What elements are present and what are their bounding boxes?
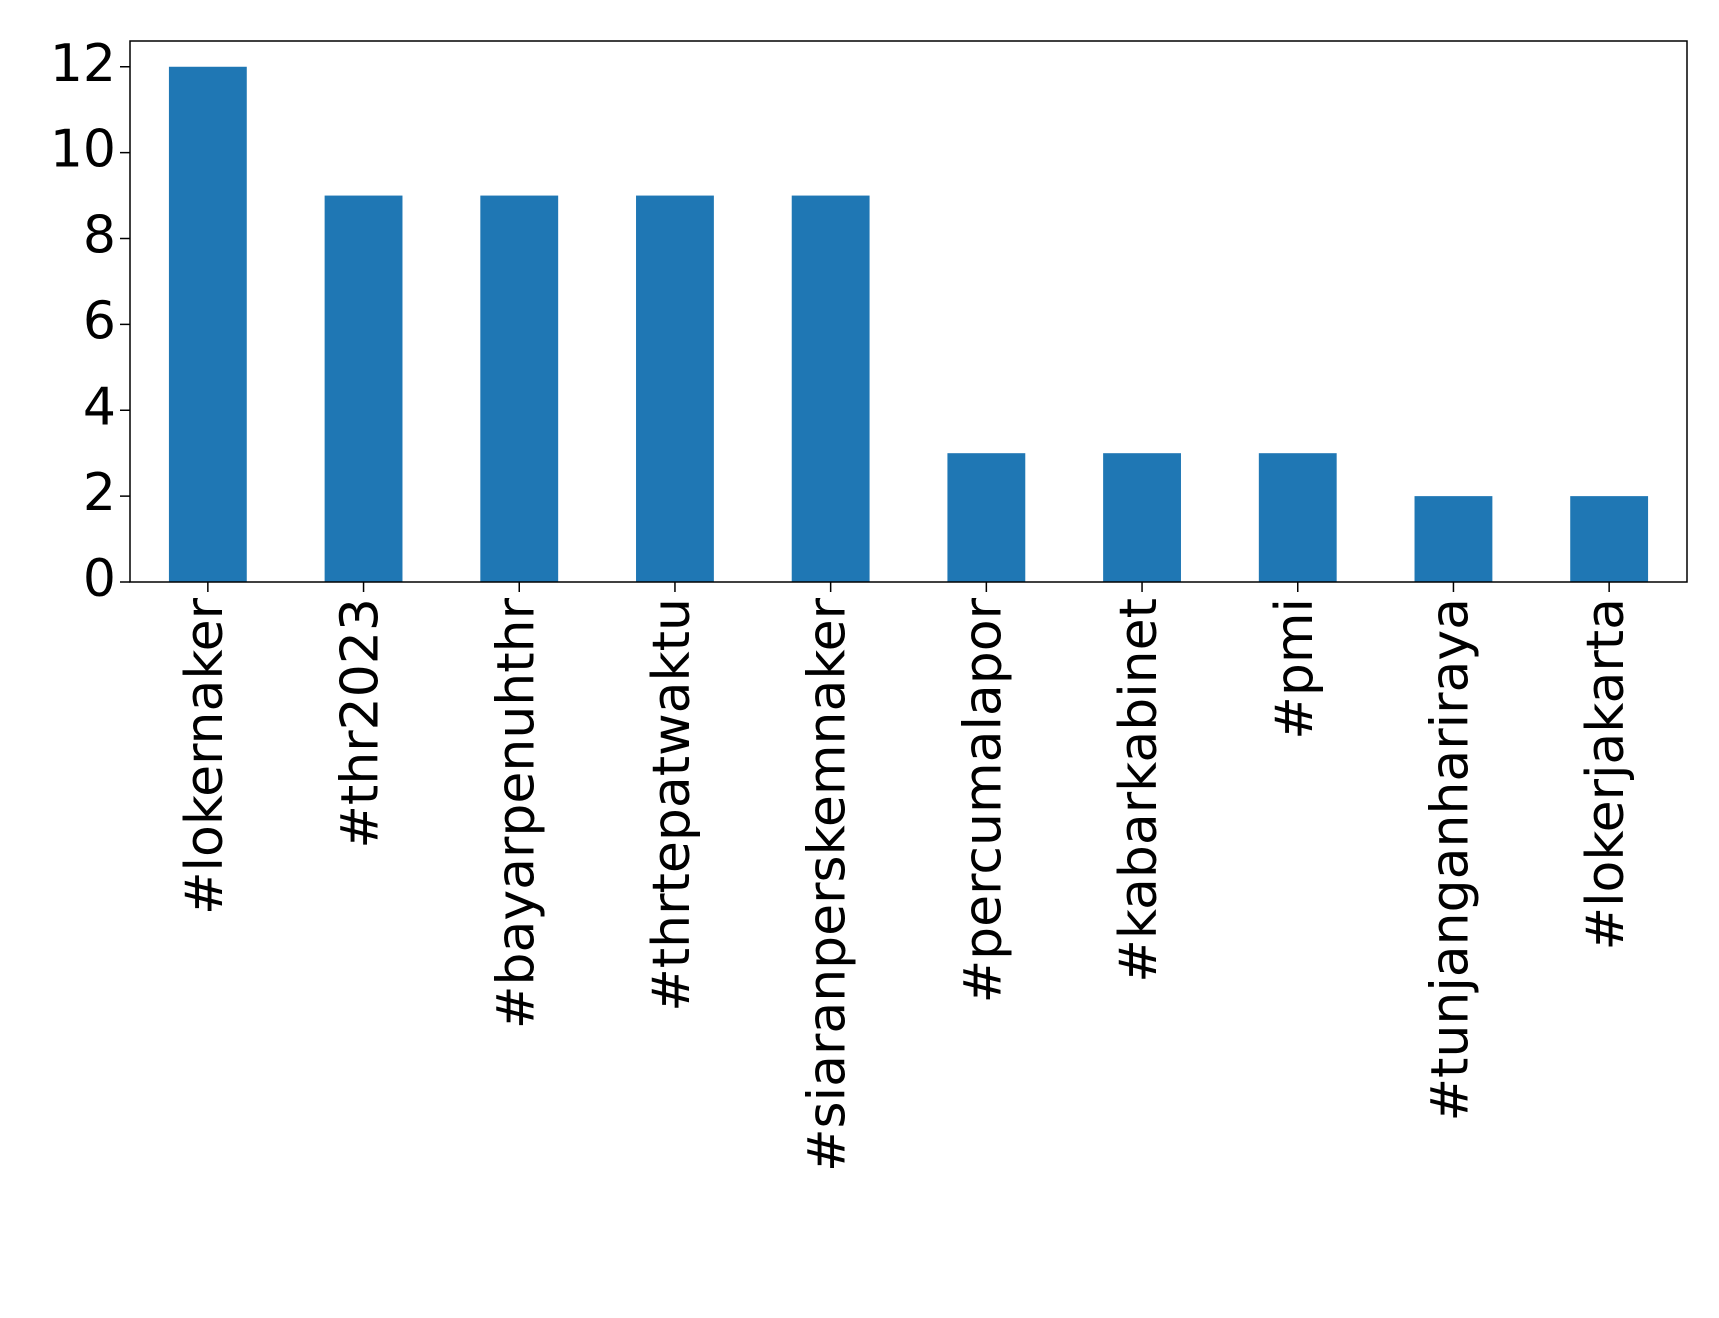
bar bbox=[324, 195, 403, 583]
x-tick-label: #lokerjakarta bbox=[1576, 598, 1636, 950]
x-tick-label: #thrtepatwaktu bbox=[642, 598, 702, 1012]
x-tick-label: #tunjanganhariraya bbox=[1420, 598, 1480, 1122]
bar bbox=[1103, 453, 1181, 582]
x-tick-label: #thr2023 bbox=[331, 598, 391, 849]
x-tick-label: #percumalapor bbox=[953, 597, 1013, 1003]
y-tick-label: 10 bbox=[50, 120, 116, 180]
x-tick-label: #pmi bbox=[1265, 598, 1325, 740]
y-tick-label: 8 bbox=[83, 206, 116, 266]
bar bbox=[1414, 496, 1493, 582]
y-tick-label: 4 bbox=[83, 377, 116, 437]
x-tick-label: #lokernaker bbox=[175, 597, 235, 915]
bar bbox=[947, 453, 1026, 582]
bar bbox=[1570, 496, 1649, 582]
y-tick-label: 12 bbox=[50, 34, 116, 94]
bar bbox=[168, 66, 247, 582]
y-tick-label: 2 bbox=[83, 463, 116, 523]
bar bbox=[480, 195, 559, 583]
bar bbox=[636, 195, 714, 583]
bar bbox=[791, 195, 870, 583]
bar bbox=[1258, 453, 1337, 582]
plot-frame bbox=[129, 40, 1688, 583]
y-tick-label: 0 bbox=[83, 549, 116, 609]
y-tick-label: 6 bbox=[83, 291, 116, 351]
x-tick-label: #siaranperskemnaker bbox=[798, 597, 858, 1172]
x-tick-label: #bayarpenuhthr bbox=[486, 597, 546, 1029]
x-tick-label: #kabarkabinet bbox=[1109, 598, 1169, 983]
